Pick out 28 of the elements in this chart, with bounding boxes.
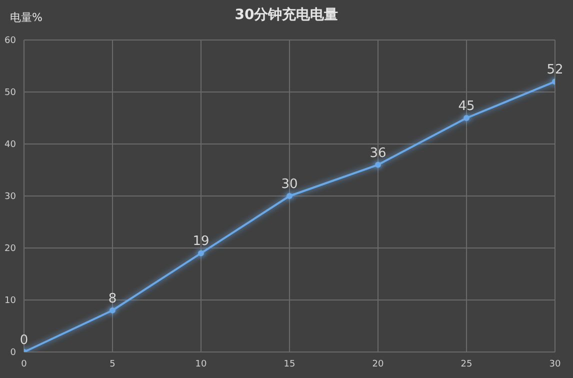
x-tick-label: 10 <box>195 359 207 370</box>
y-tick-label: 30 <box>4 192 16 202</box>
y-tick-label: 40 <box>4 140 16 150</box>
point <box>375 162 381 168</box>
y-tick-label: 20 <box>4 244 16 254</box>
chart-title: 30分钟充电电量 <box>234 7 338 23</box>
point <box>198 250 204 256</box>
x-tick-label: 0 <box>21 359 28 370</box>
y-tick-label: 0 <box>10 348 16 358</box>
y-tick-label: 60 <box>4 36 16 46</box>
x-tick-label: 25 <box>460 359 472 370</box>
data-label: 30 <box>281 177 298 192</box>
x-tick-label: 5 <box>110 359 116 370</box>
data-label: 36 <box>370 146 386 161</box>
x-tick-label: 30 <box>549 359 561 370</box>
x-tick-label: 15 <box>284 359 296 370</box>
data-label: 19 <box>192 234 210 250</box>
data-label: 8 <box>108 291 117 306</box>
data-label: 0 <box>20 333 28 348</box>
y-tick-label: 50 <box>4 88 16 98</box>
data-label: 52 <box>546 62 564 78</box>
y-axis-title: 电量% <box>10 10 42 25</box>
point <box>110 307 116 314</box>
y-tick-label: 10 <box>4 296 16 306</box>
data-label: 45 <box>458 99 475 114</box>
x-tick-label: 20 <box>372 359 384 370</box>
point <box>286 193 292 199</box>
point <box>464 115 470 121</box>
